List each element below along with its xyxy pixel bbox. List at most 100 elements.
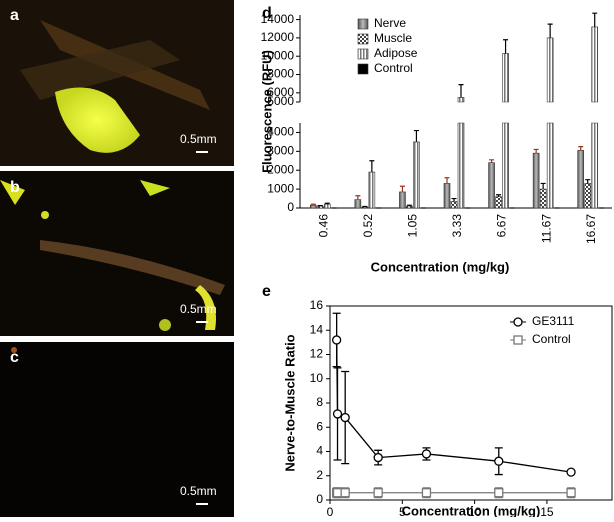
bar bbox=[450, 201, 458, 209]
y-tick-label: 3000 bbox=[267, 144, 294, 158]
error-bar bbox=[496, 194, 502, 197]
legend-swatch bbox=[357, 18, 369, 30]
x-tick-label: 10 bbox=[468, 505, 482, 517]
micrograph-b bbox=[0, 171, 234, 336]
error-bar bbox=[592, 12, 598, 27]
micrograph-a bbox=[0, 0, 234, 166]
y-tick-label: 10000 bbox=[261, 48, 295, 62]
micrograph-c bbox=[0, 342, 234, 517]
bar bbox=[443, 183, 451, 209]
x-tick-label: 0.46 bbox=[316, 214, 330, 238]
x-axis-title: Concentration (mg/kg) bbox=[402, 503, 541, 517]
x-tick-label: 16.67 bbox=[584, 214, 598, 244]
bar bbox=[495, 196, 502, 209]
y-tick-label: 2 bbox=[316, 468, 323, 482]
y-tick-label: 1000 bbox=[267, 181, 294, 195]
series-line bbox=[336, 339, 572, 473]
bar bbox=[354, 199, 362, 209]
y-tick-label: 0 bbox=[316, 492, 323, 506]
x-tick-label: 0 bbox=[327, 505, 334, 517]
panel-label: d bbox=[262, 5, 272, 22]
x-tick-label: 1.05 bbox=[406, 214, 420, 238]
error-bar bbox=[413, 129, 419, 142]
marker bbox=[494, 488, 504, 498]
y-axis-title: Fluorescence (RFU) bbox=[259, 50, 274, 173]
panel-label: b bbox=[10, 179, 20, 196]
y-tick-label: 5000 bbox=[267, 94, 294, 108]
marker bbox=[332, 335, 342, 345]
error-bar bbox=[547, 23, 553, 38]
marker bbox=[340, 412, 350, 423]
bar bbox=[488, 162, 495, 209]
marker bbox=[421, 488, 432, 498]
y-axis-title: Nerve-to-Muscle Ratio bbox=[282, 334, 297, 471]
y-tick-label: 10 bbox=[310, 371, 324, 385]
scale-bar-label: 0.5mm bbox=[180, 132, 217, 146]
bar bbox=[457, 97, 465, 209]
legend-marker bbox=[513, 335, 523, 345]
legend-swatch bbox=[357, 33, 369, 45]
legend-marker bbox=[513, 317, 523, 327]
marker bbox=[332, 409, 343, 419]
error-bar bbox=[458, 84, 464, 98]
marker bbox=[373, 452, 383, 463]
y-tick-label: 14 bbox=[310, 322, 324, 336]
panel-label: c bbox=[10, 349, 19, 366]
bar bbox=[316, 205, 324, 209]
x-tick-label: 5 bbox=[399, 505, 406, 517]
x-axis-title: Concentration (mg/kg) bbox=[371, 259, 510, 274]
marker bbox=[566, 467, 576, 477]
legend-swatch bbox=[357, 63, 369, 75]
marker bbox=[373, 488, 383, 498]
y-tick-label: 0 bbox=[287, 200, 294, 214]
bar bbox=[406, 205, 413, 209]
x-tick-label: 6.67 bbox=[495, 214, 509, 238]
marker bbox=[332, 488, 343, 498]
x-tick-label: 3.33 bbox=[450, 214, 464, 238]
x-tick-label: 0.52 bbox=[361, 214, 375, 238]
y-tick-label: 12000 bbox=[261, 30, 295, 44]
legend-label: Control bbox=[374, 61, 413, 75]
scale-bar-label: 0.5mm bbox=[180, 484, 217, 498]
y-tick-label: 8000 bbox=[267, 67, 294, 81]
y-tick-label: 4000 bbox=[267, 125, 294, 139]
y-tick-label: 12 bbox=[310, 347, 324, 361]
legend-label: Control bbox=[532, 332, 571, 346]
panel-label: a bbox=[10, 7, 19, 24]
y-tick-label: 2000 bbox=[267, 162, 294, 176]
y-tick-label: 6000 bbox=[267, 85, 294, 99]
marker bbox=[566, 488, 576, 498]
y-tick-label: 8 bbox=[316, 395, 323, 409]
y-tick-label: 6 bbox=[316, 419, 323, 433]
bar bbox=[532, 152, 540, 209]
legend-swatch bbox=[357, 48, 369, 60]
bar bbox=[584, 183, 592, 209]
error-bar bbox=[444, 177, 450, 184]
y-tick-label: 4 bbox=[316, 444, 323, 458]
x-tick-label: 11.67 bbox=[539, 214, 553, 243]
error-bar bbox=[533, 148, 539, 154]
error-bar bbox=[489, 159, 495, 163]
y-tick-label: 16 bbox=[310, 298, 324, 312]
bar bbox=[399, 191, 406, 209]
bar bbox=[591, 26, 599, 209]
marker bbox=[421, 449, 432, 459]
bar bbox=[309, 204, 317, 209]
error-bar bbox=[540, 182, 546, 190]
x-tick-label: 15 bbox=[540, 505, 554, 517]
error-bar bbox=[310, 203, 316, 206]
bar bbox=[577, 150, 585, 209]
error-bar bbox=[451, 197, 457, 202]
error-bar bbox=[324, 202, 330, 205]
error-bar bbox=[578, 146, 584, 151]
bar bbox=[413, 141, 420, 209]
bar bbox=[502, 53, 509, 209]
legend-label: GE3111 bbox=[532, 314, 575, 328]
error-bar bbox=[503, 39, 509, 54]
error-bar bbox=[362, 205, 368, 208]
error-bar bbox=[317, 204, 323, 207]
legend-label: Muscle bbox=[374, 31, 412, 45]
bar bbox=[539, 188, 547, 209]
bar bbox=[361, 206, 369, 209]
